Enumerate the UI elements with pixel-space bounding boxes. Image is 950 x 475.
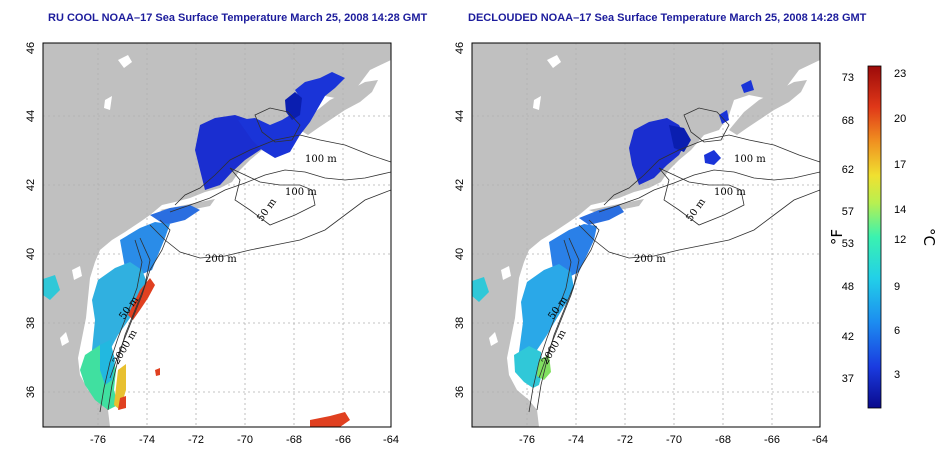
lon-tick-label: -74 — [139, 434, 155, 446]
lat-tick-label: 40 — [25, 248, 37, 260]
lon-tick-label: -68 — [286, 434, 302, 446]
celsius-tick: 3 — [894, 369, 900, 381]
right-contour-label: 200 m — [634, 254, 666, 265]
celsius-scale: 23 20 17 14 12 9 6 3 °C — [894, 68, 938, 381]
lat-tick-label: 38 — [454, 317, 466, 329]
celsius-tick: 14 — [894, 204, 906, 216]
lat-tick-label: 36 — [454, 386, 466, 398]
lat-tick-label: 46 — [454, 42, 466, 54]
lon-tick-label: -70 — [666, 434, 682, 446]
celsius-tick: 9 — [894, 281, 900, 293]
celsius-tick: 17 — [894, 159, 906, 171]
lat-tick-label: 46 — [25, 42, 37, 54]
lat-tick-label: 36 — [25, 386, 37, 398]
lat-tick-label: 38 — [25, 317, 37, 329]
lat-tick-label: 44 — [25, 110, 37, 122]
temperature-colorbar: 73 68 62 57 53 48 42 37 °F 23 20 17 14 1… — [828, 65, 938, 409]
fahrenheit-tick: 57 — [842, 206, 854, 218]
celsius-tick: 23 — [894, 68, 906, 80]
lon-tick-label: -76 — [519, 434, 535, 446]
left-map: 100 m 100 m 50 m 200 m 50 m 2000 m -76 -… — [25, 42, 399, 446]
lat-tick-label: 42 — [454, 179, 466, 191]
right-map-title: DECLOUDED NOAA–17 Sea Surface Temperatur… — [468, 12, 867, 24]
right-contour-label: 100 m — [714, 187, 746, 198]
celsius-tick: 20 — [894, 113, 906, 125]
left-lat-axis: 36 38 40 42 44 46 — [25, 42, 37, 398]
right-map-frame — [471, 42, 821, 428]
lon-tick-label: -76 — [90, 434, 106, 446]
right-lon-axis: -76 -74 -72 -70 -68 -66 -64 — [519, 434, 828, 446]
lat-tick-label: 42 — [25, 179, 37, 191]
lon-tick-label: -64 — [383, 434, 399, 446]
right-map: 100 m 100 m 50 m 200 m 50 m 2000 m -76 -… — [454, 42, 828, 446]
celsius-tick: 12 — [894, 234, 906, 246]
lon-tick-label: -66 — [764, 434, 780, 446]
fahrenheit-tick: 42 — [842, 331, 854, 343]
colorbar-gradient — [867, 65, 882, 409]
left-map-title: RU COOL NOAA–17 Sea Surface Temperature … — [48, 12, 428, 24]
lon-tick-label: -74 — [568, 434, 584, 446]
lon-tick-label: -70 — [237, 434, 253, 446]
fahrenheit-tick: 53 — [842, 238, 854, 250]
fahrenheit-tick: 68 — [842, 115, 854, 127]
left-sst-data — [43, 72, 350, 427]
lon-tick-label: -72 — [188, 434, 204, 446]
lon-tick-label: -68 — [715, 434, 731, 446]
lon-tick-label: -64 — [812, 434, 828, 446]
fahrenheit-tick: 37 — [842, 373, 854, 385]
left-contour-label: 200 m — [205, 254, 237, 265]
right-contour-label: 100 m — [734, 154, 766, 165]
celsius-unit-label: °C — [920, 228, 938, 246]
fahrenheit-tick: 62 — [842, 164, 854, 176]
left-contour-label: 100 m — [285, 187, 317, 198]
lat-tick-label: 44 — [454, 110, 466, 122]
fahrenheit-tick: 48 — [842, 281, 854, 293]
lon-tick-label: -72 — [617, 434, 633, 446]
left-lon-axis: -76 -74 -72 -70 -68 -66 -64 — [90, 434, 399, 446]
celsius-tick: 6 — [894, 325, 900, 337]
lon-tick-label: -66 — [335, 434, 351, 446]
fahrenheit-scale: 73 68 62 57 53 48 42 37 °F — [828, 72, 854, 385]
fahrenheit-tick: 73 — [842, 72, 854, 84]
left-contour-label: 100 m — [305, 154, 337, 165]
left-map-frame — [42, 42, 392, 428]
right-lat-axis: 36 38 40 42 44 46 — [454, 42, 466, 398]
fahrenheit-unit-label: °F — [828, 229, 846, 245]
lat-tick-label: 40 — [454, 248, 466, 260]
